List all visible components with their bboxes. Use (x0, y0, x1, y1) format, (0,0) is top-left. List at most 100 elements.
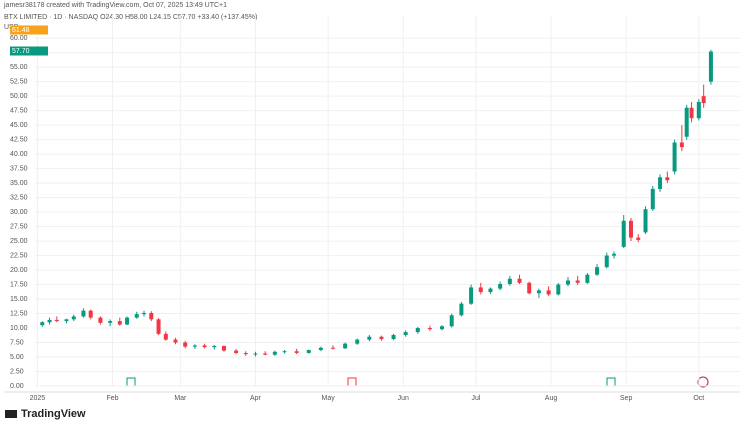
candle-body (282, 351, 287, 353)
candle-body (173, 339, 178, 343)
candle-body (459, 303, 464, 316)
candle-body (440, 326, 445, 330)
candle-body (355, 339, 360, 344)
candle-body (595, 267, 600, 275)
x-tick-label: 2025 (30, 395, 46, 402)
candle-body (658, 177, 663, 189)
candle-body (546, 290, 551, 295)
y-tick-label: 15.00 (10, 296, 28, 303)
candle-body (54, 319, 59, 322)
candle-body (517, 278, 522, 283)
candle-body (40, 322, 45, 326)
y-tick-label: 17.50 (10, 281, 28, 288)
candle-body (403, 332, 408, 335)
candle-body (192, 345, 197, 347)
candle-body (81, 310, 86, 317)
x-tick-label: Sep (620, 395, 633, 402)
y-tick-label: 20.00 (10, 267, 28, 274)
price-label-box (10, 25, 48, 35)
y-tick-label: 45.00 (10, 122, 28, 129)
candle-body (636, 237, 641, 240)
x-tick-label: Apr (250, 395, 262, 402)
y-tick-label: 55.00 (10, 64, 28, 71)
y-tick-label: 40.00 (10, 151, 28, 158)
candle-body (415, 328, 420, 333)
candle-body (71, 316, 76, 320)
y-tick-label: 50.00 (10, 93, 28, 100)
candle-body (628, 220, 633, 238)
candle-body (478, 287, 483, 293)
y-tick-label: 37.50 (10, 165, 28, 172)
candle-body (379, 336, 384, 340)
brand: TradingView (21, 408, 86, 420)
candle-body (343, 343, 348, 349)
x-tick-label: May (322, 395, 336, 402)
candle-body (318, 347, 323, 351)
y-tick-label: 60.00 (10, 35, 28, 42)
candle-body (449, 315, 454, 327)
event-icon (697, 376, 709, 388)
y-tick-label: 52.50 (10, 79, 28, 86)
header-title: jamesr38178 created with TradingView.com… (3, 2, 227, 9)
x-tick-label: Oct (693, 395, 704, 402)
candle-body (689, 107, 694, 119)
candle-body (108, 321, 113, 323)
candle-body (294, 351, 299, 353)
candle-body (272, 351, 277, 355)
candle-body (149, 312, 154, 320)
y-tick-label: 42.50 (10, 136, 28, 143)
candle-body (243, 352, 248, 355)
candle-body (330, 347, 335, 349)
y-tick-label: 5.00 (10, 354, 24, 361)
y-tick-label: 12.50 (10, 310, 28, 317)
candle-body (183, 342, 188, 347)
price-label-box (10, 46, 48, 56)
candle-body (98, 317, 103, 323)
candle-body (234, 350, 239, 353)
candle-body (684, 107, 689, 137)
price-label: 61.48 (12, 27, 30, 34)
candle-body (604, 255, 609, 268)
candle-body (469, 287, 474, 304)
y-tick-label: 25.00 (10, 238, 28, 245)
candle-body (585, 274, 590, 283)
x-tick-label: Jun (398, 395, 409, 402)
candle-body (125, 317, 130, 325)
x-tick-label: Feb (106, 395, 118, 402)
y-tick-label: 30.00 (10, 209, 28, 216)
candle-body (142, 312, 147, 315)
x-tick-label: Aug (545, 395, 558, 402)
y-tick-label: 47.50 (10, 107, 28, 114)
candle-body (202, 345, 207, 348)
candle-body (612, 253, 617, 256)
candle-body (221, 346, 226, 351)
candle-body (163, 333, 168, 340)
candle-body (498, 283, 503, 289)
candle-body (672, 142, 677, 172)
logo-mark (5, 410, 17, 418)
candle-body (679, 142, 684, 148)
y-tick-label: 22.50 (10, 252, 28, 259)
candle-body (47, 319, 52, 323)
candle-body (621, 220, 626, 247)
y-tick-label: 35.00 (10, 180, 28, 187)
candle-body (643, 209, 648, 233)
candle-body (665, 177, 670, 181)
y-tick-label: 10.00 (10, 325, 28, 332)
candle-body (527, 282, 532, 294)
candle-body (306, 350, 311, 353)
candle-body (556, 284, 561, 295)
header-subtitle: BTX LIMITED · 1D · NASDAQ O24.30 H58.00 … (4, 14, 257, 21)
price-label: 57.70 (12, 48, 30, 55)
candle-body (134, 314, 139, 318)
candle-body (536, 290, 541, 294)
candle-body (650, 188, 655, 210)
candle-body (212, 346, 217, 348)
candle-body (88, 310, 93, 318)
candle-body (488, 288, 493, 293)
candle-body (391, 334, 396, 340)
x-tick-label: Mar (174, 395, 187, 402)
x-tick-label: Jul (471, 395, 480, 402)
